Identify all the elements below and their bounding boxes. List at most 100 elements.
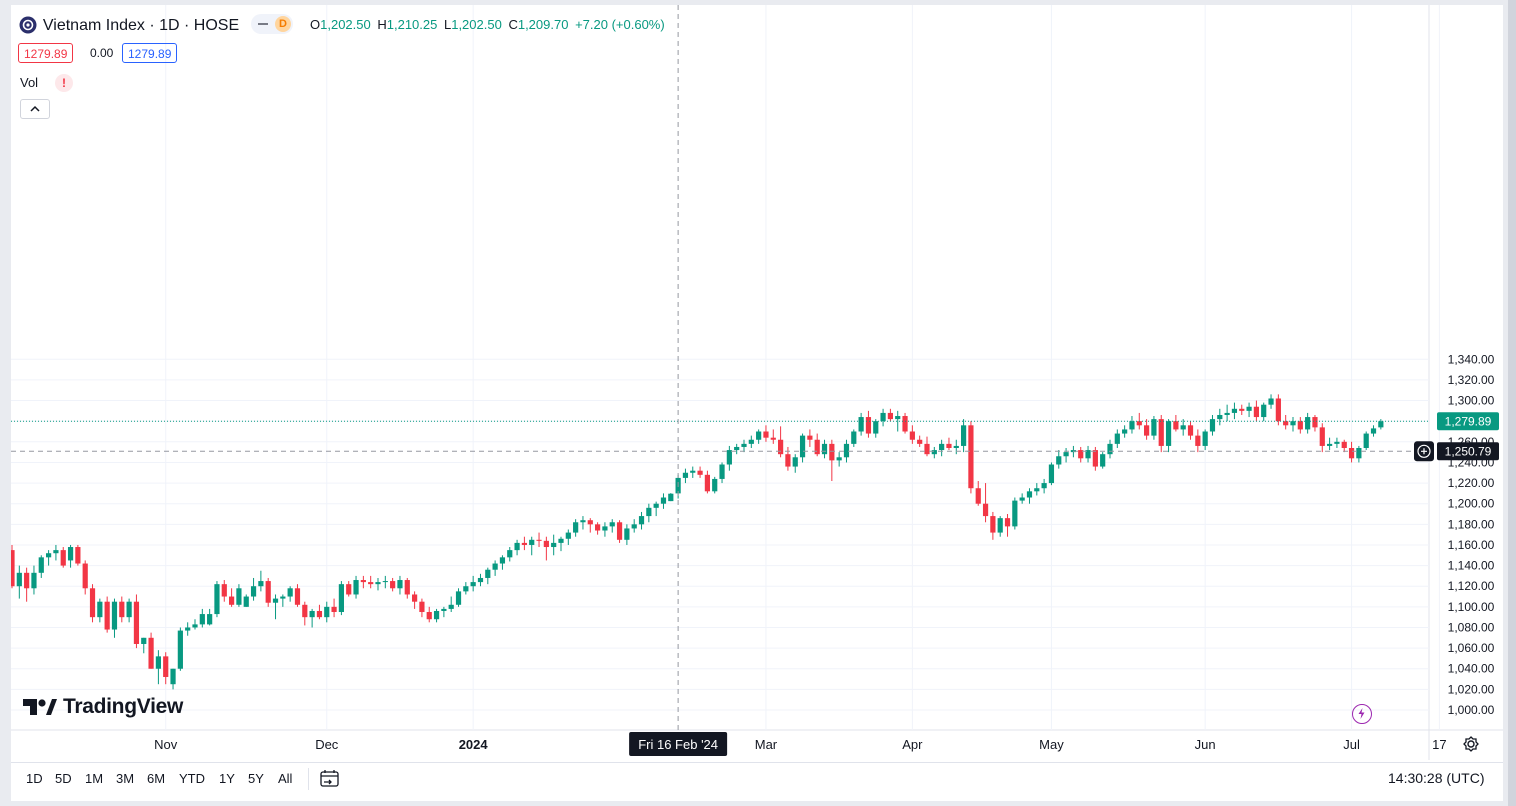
candle (770, 429, 776, 444)
range-button-5d[interactable]: 5D (55, 771, 72, 786)
candle-body (1041, 483, 1047, 489)
candle-body (258, 581, 264, 587)
collapse-legend-button[interactable] (20, 99, 50, 119)
range-button-3m[interactable]: 3M (116, 771, 135, 786)
candle-body (1048, 464, 1055, 484)
low-label: L (443, 17, 452, 32)
range-button-6m[interactable]: 6M (147, 771, 166, 786)
candle-body (1297, 421, 1303, 430)
change-value: +7.20 (+0.60%) (575, 17, 665, 32)
candle (880, 408, 886, 427)
candle-body (616, 522, 623, 540)
candle-body (229, 596, 235, 605)
candle-body (997, 518, 1003, 533)
candle-body (653, 503, 659, 508)
candle (485, 567, 491, 585)
candle (1114, 429, 1120, 448)
date-range-button[interactable] (318, 767, 342, 791)
candle-body (778, 439, 784, 455)
candle (1348, 441, 1355, 463)
timezone-clock[interactable]: 14:30:28 (UTC) (1388, 770, 1485, 786)
candle (887, 408, 893, 422)
minus-icon (258, 23, 268, 25)
candle (843, 439, 850, 463)
x-tick-label: Jun (1195, 737, 1216, 752)
candle-body (939, 443, 945, 451)
candle-body (1246, 406, 1252, 411)
y-tick-label: 1,200.00 (1448, 497, 1495, 511)
candle-body (975, 488, 981, 504)
candle-body (97, 601, 103, 618)
x-tick-label: Dec (315, 737, 339, 752)
candle-body (719, 464, 725, 479)
candle-body (573, 522, 579, 533)
candle (1085, 445, 1091, 463)
sell-button[interactable]: 1279.89 (18, 43, 74, 63)
candle-body (1261, 404, 1267, 418)
range-button-5y[interactable]: 5Y (248, 771, 264, 786)
candle (1019, 493, 1025, 504)
candle-body (1348, 447, 1355, 459)
candle (719, 462, 725, 484)
candle (1078, 446, 1084, 463)
bolt-icon (1358, 708, 1365, 719)
candle-body (185, 627, 191, 631)
high-label: H (377, 17, 387, 32)
candle-body (785, 454, 791, 467)
candle-body (536, 539, 542, 541)
candle-body (799, 435, 806, 458)
low-value: 1,202.50 (451, 17, 502, 32)
candle-body (521, 542, 527, 545)
range-button-1y[interactable]: 1Y (219, 771, 235, 786)
candle-body (968, 425, 974, 489)
candle-body (1195, 435, 1201, 446)
candle-body (1056, 456, 1062, 465)
candle-body (587, 520, 593, 525)
candle-body (865, 417, 872, 434)
y-tick-label: 1,020.00 (1448, 682, 1495, 696)
candle (536, 532, 542, 548)
candle (660, 493, 667, 509)
settings-gear-icon[interactable] (1462, 735, 1480, 753)
axis-badges: 1,279.89 1,250.79 Fri 16 Feb '24 (629, 412, 1499, 756)
range-button-all[interactable]: All (278, 771, 293, 786)
candle-body (880, 412, 886, 422)
candle-body (272, 598, 279, 603)
candle (507, 547, 513, 562)
candle-body (858, 417, 864, 432)
volume-warning-icon[interactable]: ! (55, 74, 73, 92)
candle (397, 575, 403, 595)
y-tick-label: 1,040.00 (1448, 662, 1495, 676)
candle-body (280, 596, 286, 599)
candle (38, 555, 44, 578)
candle (390, 577, 396, 592)
candle (814, 433, 820, 457)
candle-body (324, 606, 330, 618)
candle (375, 577, 381, 591)
candle-body (82, 563, 88, 589)
candle (1158, 414, 1164, 453)
candlestick-chart[interactable]: 1,000.00 1,020.00 1,040.00 1,060.00 1,080.00… (11, 5, 1503, 801)
candle (441, 606, 447, 618)
candle-body (1100, 454, 1106, 467)
volume-label: Vol (20, 75, 39, 90)
candle (353, 575, 359, 599)
candle (917, 435, 923, 447)
range-button-ytd[interactable]: YTD (179, 771, 205, 786)
range-button-1m[interactable]: 1M (85, 771, 104, 786)
buy-button[interactable]: 1279.89 (122, 43, 178, 63)
candle-body (1085, 450, 1091, 459)
range-button-1d[interactable]: 1D (26, 771, 43, 786)
candle-body (236, 588, 242, 605)
candle (697, 466, 703, 478)
candle (499, 555, 506, 570)
candle-body (31, 572, 37, 589)
vertical-scrollbar[interactable] (1508, 0, 1516, 806)
candle-body (141, 637, 147, 644)
candle-body (792, 457, 798, 467)
x-tick-label: Jul (1343, 737, 1360, 752)
lightning-icon[interactable] (1352, 704, 1372, 724)
candle (287, 586, 293, 602)
status-pill[interactable]: D (251, 14, 293, 34)
symbol-title[interactable]: Vietnam Index · 1D · HOSE (42, 17, 240, 34)
